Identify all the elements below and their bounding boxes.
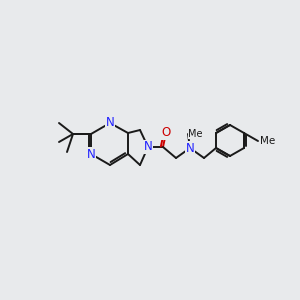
Text: Me: Me — [260, 136, 275, 146]
Text: N: N — [87, 148, 95, 160]
Text: N: N — [106, 116, 114, 130]
Text: O: O — [161, 127, 171, 140]
Text: N: N — [186, 142, 194, 154]
Text: N: N — [144, 140, 152, 154]
Text: Me: Me — [188, 129, 202, 139]
